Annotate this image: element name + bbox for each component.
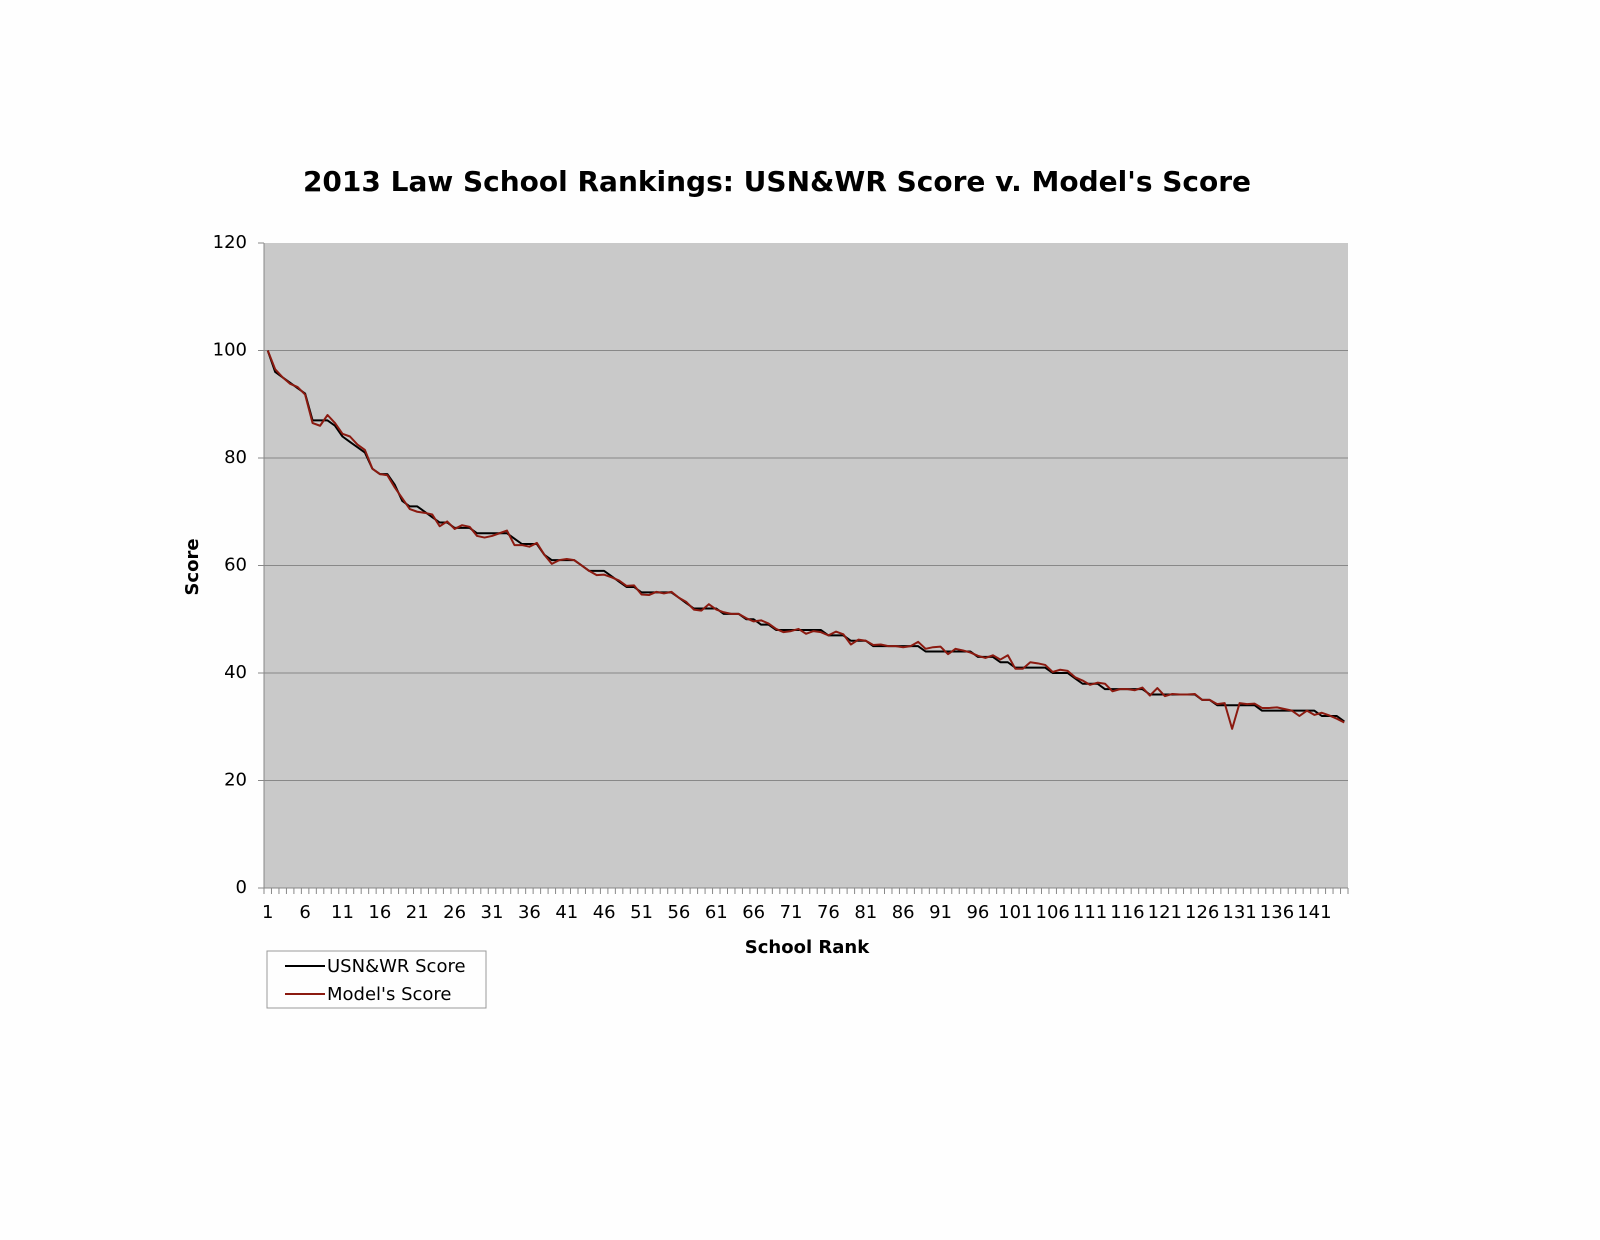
x-tick-label: 1 bbox=[262, 902, 273, 923]
y-tick-label: 20 bbox=[224, 770, 247, 791]
x-tick-label: 141 bbox=[1297, 902, 1331, 923]
x-tick-label: 11 bbox=[331, 902, 354, 923]
x-tick-label: 16 bbox=[368, 902, 391, 923]
x-tick-label: 6 bbox=[299, 902, 310, 923]
x-tick-label: 26 bbox=[443, 902, 466, 923]
y-tick-label: 40 bbox=[224, 662, 247, 683]
x-tick-label: 101 bbox=[998, 902, 1032, 923]
x-tick-label: 46 bbox=[593, 902, 616, 923]
x-tick-label: 21 bbox=[406, 902, 429, 923]
y-tick-label: 0 bbox=[236, 877, 247, 898]
x-tick-label: 106 bbox=[1036, 902, 1070, 923]
x-tick-label: 81 bbox=[854, 902, 877, 923]
series-line bbox=[266, 350, 1345, 730]
y-tick-label: 100 bbox=[213, 340, 247, 361]
y-tick-label: 120 bbox=[213, 232, 247, 253]
x-tick-label: 111 bbox=[1073, 902, 1107, 923]
y-axis-title: Score bbox=[182, 538, 203, 595]
x-tick-label: 36 bbox=[518, 902, 541, 923]
legend-label: USN&WR Score bbox=[327, 956, 466, 977]
y-tick-label: 60 bbox=[224, 555, 247, 576]
legend-box bbox=[266, 950, 487, 1009]
x-axis-title: School Rank bbox=[745, 937, 870, 958]
x-tick-label: 41 bbox=[555, 902, 578, 923]
legend-label: Model's Score bbox=[327, 984, 452, 1005]
x-tick-label: 121 bbox=[1148, 902, 1182, 923]
chart-title: 2013 Law School Rankings: USN&WR Score v… bbox=[303, 165, 1251, 198]
x-tick-label: 56 bbox=[667, 902, 690, 923]
x-tick-label: 71 bbox=[780, 902, 803, 923]
x-tick-label: 51 bbox=[630, 902, 653, 923]
x-tick-label: 86 bbox=[892, 902, 915, 923]
y-tick-label: 80 bbox=[224, 447, 247, 468]
x-tick-label: 66 bbox=[742, 902, 765, 923]
x-tick-label: 116 bbox=[1110, 902, 1144, 923]
x-tick-label: 31 bbox=[481, 902, 504, 923]
x-tick-label: 61 bbox=[705, 902, 728, 923]
x-tick-label: 76 bbox=[817, 902, 840, 923]
x-tick-label: 96 bbox=[966, 902, 989, 923]
x-tick-label: 126 bbox=[1185, 902, 1219, 923]
x-tick-label: 91 bbox=[929, 902, 952, 923]
x-tick-label: 136 bbox=[1260, 902, 1294, 923]
x-tick-label: 131 bbox=[1222, 902, 1256, 923]
